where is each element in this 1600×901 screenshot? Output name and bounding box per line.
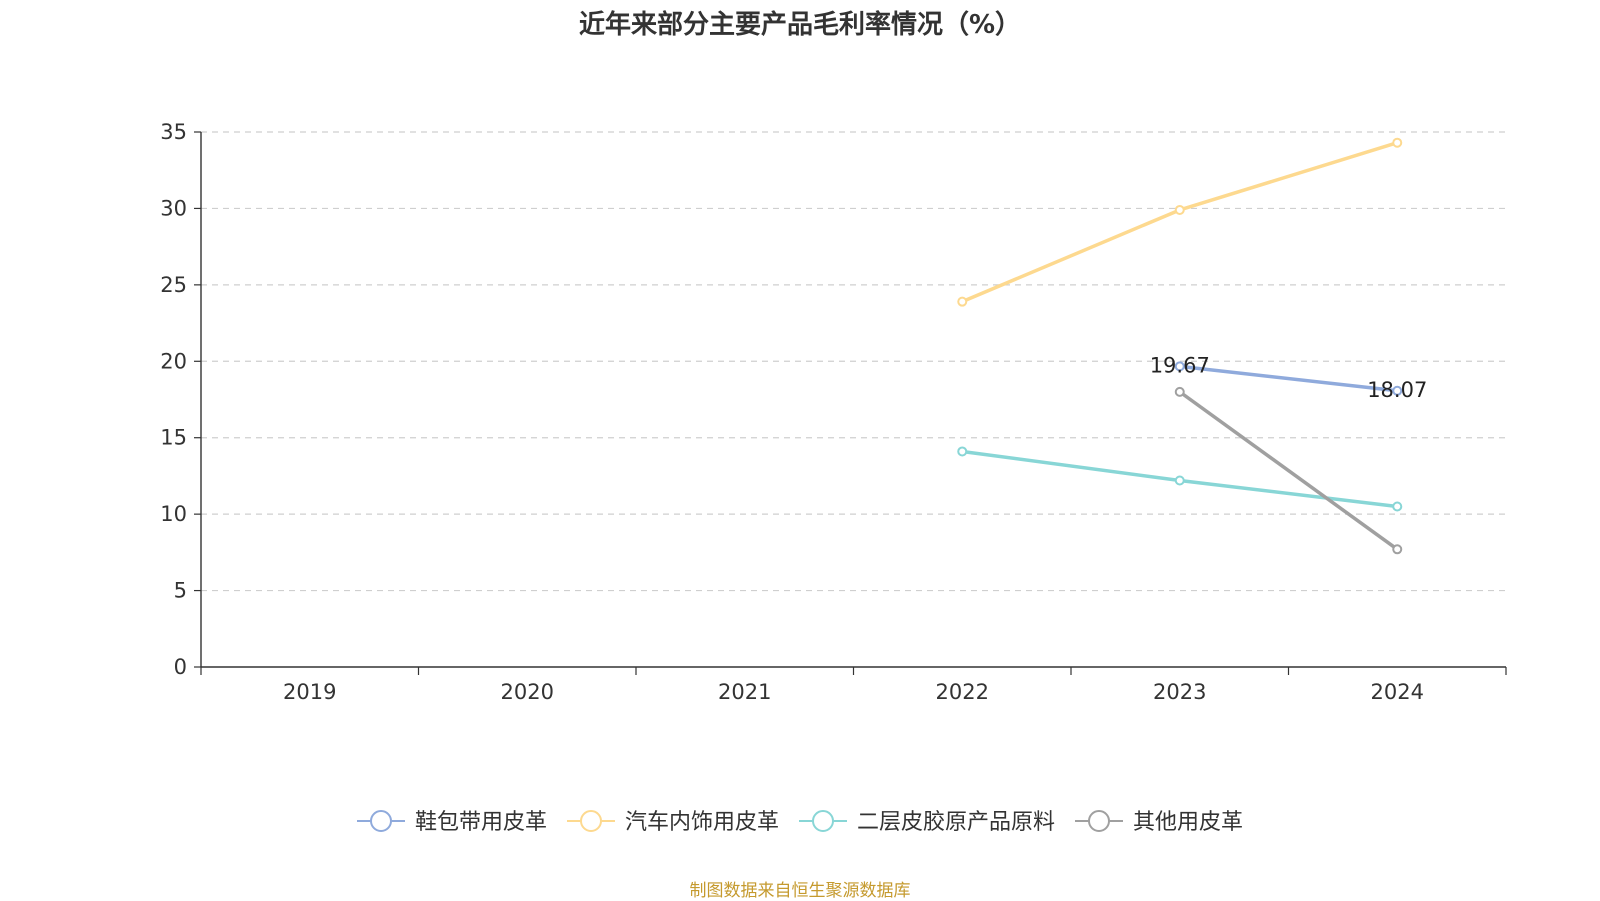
- y-tick-label: 25: [160, 273, 187, 297]
- data-point[interactable]: [1174, 475, 1185, 486]
- legend-marker-icon: [580, 810, 602, 832]
- data-point[interactable]: [1174, 386, 1185, 397]
- data-label-layer: 19.67 18.07: [1150, 353, 1428, 401]
- data-label: 19.67: [1150, 353, 1210, 377]
- legend-marker-icon: [370, 810, 392, 832]
- data-point[interactable]: [1174, 204, 1185, 215]
- grid-layer: [201, 131, 1506, 592]
- y-tick-label: 20: [160, 349, 187, 373]
- y-tick-label: 10: [160, 502, 187, 526]
- legend-item[interactable]: 二层皮胶原产品原料: [799, 810, 1055, 835]
- x-tick-label: 2019: [283, 680, 336, 704]
- x-tick-label: 2020: [501, 680, 554, 704]
- series-group: [1174, 386, 1403, 555]
- data-point[interactable]: [1392, 501, 1403, 512]
- series-group: [1174, 361, 1403, 396]
- series-group: [957, 446, 1403, 512]
- axis-layer: 0 5 10 15 20 25 30 35 2019 2020 2021 2022 2023 2024: [160, 120, 1507, 704]
- legend-marker-icon: [1088, 810, 1110, 832]
- legend-item[interactable]: 汽车内饰用皮革: [567, 810, 779, 835]
- legend-label: 其他用皮革: [1133, 810, 1243, 835]
- legend-label: 二层皮胶原产品原料: [857, 810, 1055, 835]
- x-tick-label: 2022: [936, 680, 989, 704]
- source-note: 制图数据来自恒生聚源数据库: [689, 881, 911, 901]
- x-tick-label: 2023: [1153, 680, 1206, 704]
- legend-item[interactable]: 鞋包带用皮革: [357, 810, 547, 835]
- y-tick-label: 35: [160, 120, 187, 144]
- data-point[interactable]: [1392, 544, 1403, 555]
- data-point[interactable]: [957, 296, 968, 307]
- data-point[interactable]: [1392, 385, 1403, 396]
- series-layer: [957, 137, 1403, 555]
- legend-marker-icon: [812, 810, 834, 832]
- x-tick-label: 2024: [1371, 680, 1424, 704]
- series-line: [961, 141, 1398, 304]
- series-line: [1178, 390, 1399, 551]
- legend-label: 汽车内饰用皮革: [625, 810, 779, 835]
- data-point[interactable]: [1174, 361, 1185, 372]
- series-line: [1179, 364, 1398, 393]
- y-tick-label: 5: [174, 579, 187, 603]
- legend-item[interactable]: 其他用皮革: [1075, 810, 1243, 835]
- y-tick-label: 0: [174, 655, 187, 679]
- legend[interactable]: 鞋包带用皮革 汽车内饰用皮革 二层皮胶原产品原料 其他用皮革: [357, 810, 1243, 835]
- chart-title: 近年来部分主要产品毛利率情况（%）: [578, 10, 1022, 40]
- data-label: 18.07: [1367, 378, 1427, 402]
- series-group: [957, 137, 1403, 307]
- x-tick-label: 2021: [718, 680, 771, 704]
- data-point[interactable]: [957, 446, 968, 457]
- y-tick-label: 30: [160, 196, 187, 220]
- data-point[interactable]: [1392, 137, 1403, 148]
- legend-label: 鞋包带用皮革: [415, 810, 547, 835]
- y-tick-label: 15: [160, 426, 187, 450]
